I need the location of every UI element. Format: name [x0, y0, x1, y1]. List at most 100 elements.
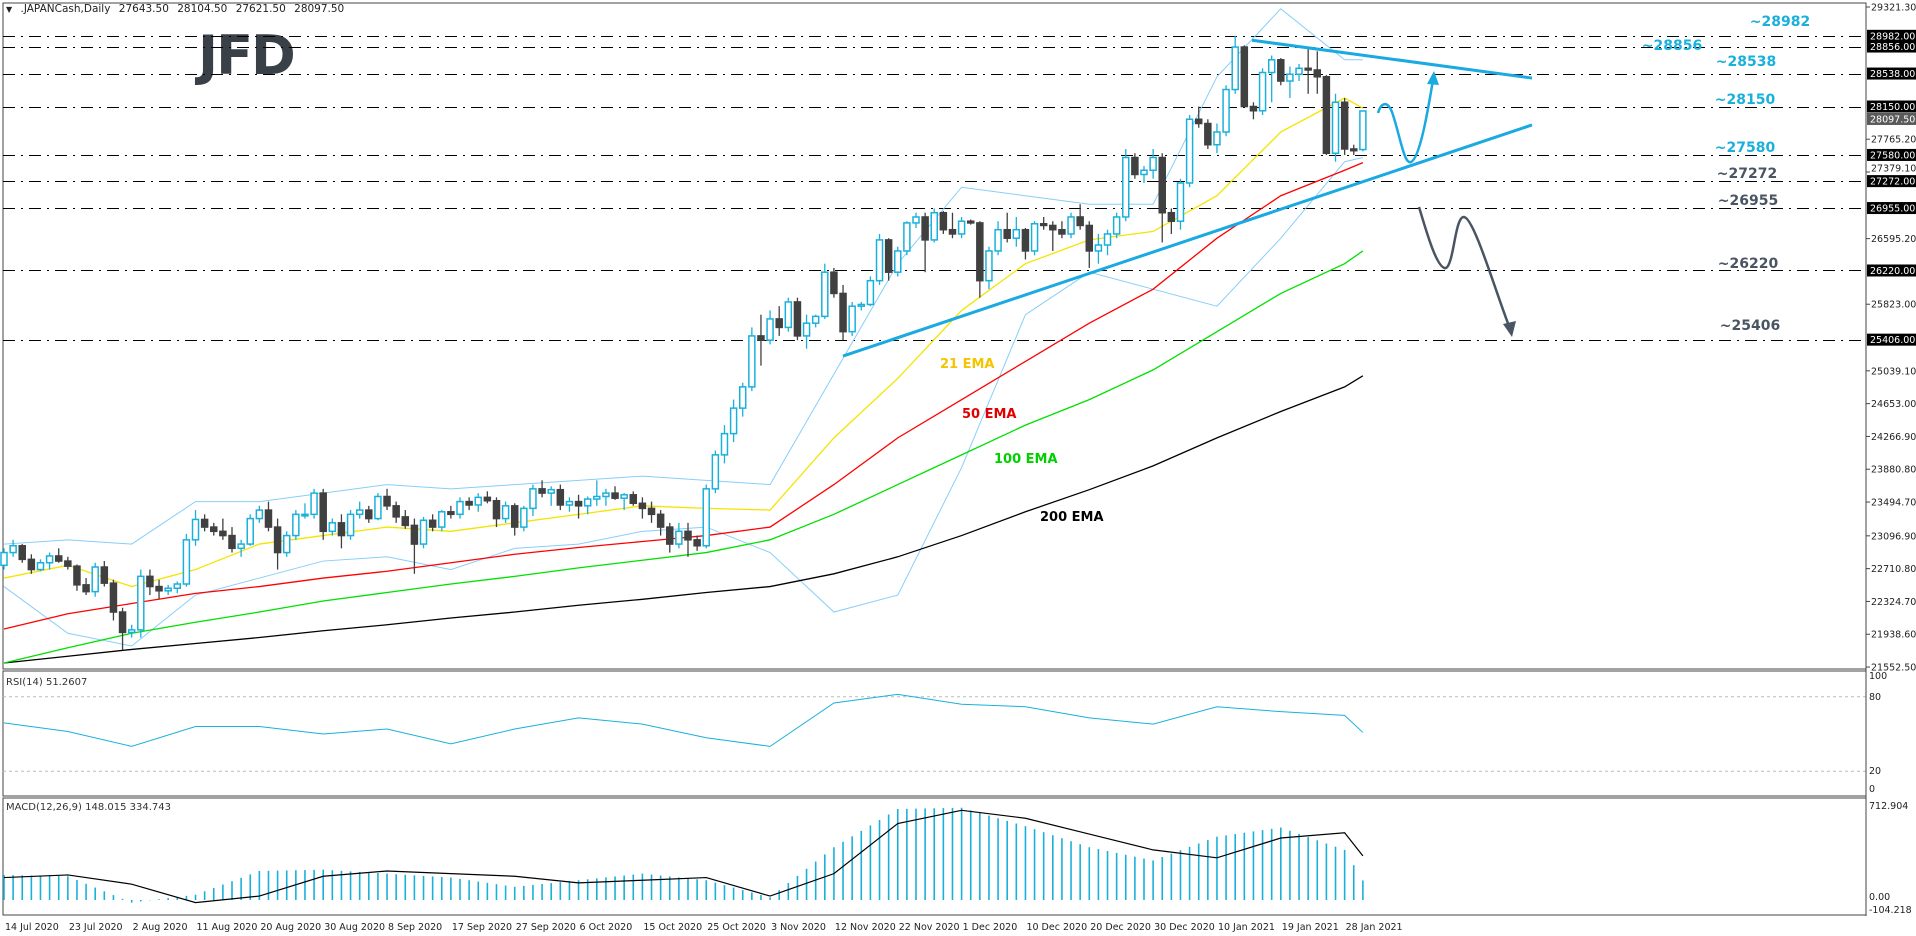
- candle: [611, 486, 619, 500]
- candle-body: [875, 239, 884, 282]
- candle-body: [684, 530, 692, 541]
- level-price-tag-label: 28150.00: [1870, 102, 1915, 113]
- ohlc-close: 28097.50: [294, 3, 345, 15]
- candle-body: [64, 560, 72, 567]
- collapse-arrow-icon[interactable]: ▼: [6, 5, 13, 14]
- candle: [1277, 58, 1285, 86]
- level-price-tag-label: 27580.00: [1870, 150, 1915, 161]
- candle: [693, 535, 701, 551]
- candle-body: [666, 526, 674, 545]
- bollinger-upper-line: [3, 8, 1363, 545]
- candle: [146, 569, 154, 596]
- candle: [374, 493, 382, 521]
- candle: [45, 552, 54, 570]
- candle: [921, 212, 929, 273]
- candle-body: [1213, 131, 1221, 146]
- candle-body: [939, 211, 948, 231]
- date-label: 2 Aug 2020: [133, 922, 188, 933]
- candle-body: [355, 509, 364, 516]
- rsi-label: RSI(14) 51.2607: [6, 677, 87, 688]
- macd-tick-label: -104.218: [1869, 905, 1912, 916]
- candle-body: [237, 543, 245, 550]
- bearish-arrowhead-icon: [1503, 321, 1516, 337]
- candle-body: [27, 558, 36, 571]
- candle-body: [118, 611, 127, 634]
- candle-body: [1039, 223, 1048, 227]
- date-label: 3 Nov 2020: [771, 922, 826, 933]
- candle: [939, 211, 948, 234]
- macd-signal-line: [3, 809, 1364, 904]
- price-tick-label: 22324.70: [1871, 597, 1916, 608]
- date-label: 28 Jan 2021: [1346, 922, 1403, 933]
- candle-body: [100, 566, 109, 584]
- level-label: ~26220: [1718, 256, 1779, 272]
- date-label: 10 Jan 2021: [1218, 922, 1275, 933]
- candle-body: [857, 303, 866, 307]
- ema-50-label: 50 EMA: [962, 407, 1017, 422]
- candle-body: [1222, 88, 1230, 133]
- candle-body: [930, 211, 938, 241]
- candle-body: [529, 488, 537, 510]
- candle-body: [1003, 228, 1011, 239]
- candle: [793, 297, 802, 341]
- level-price-tag-label: 26955.00: [1870, 204, 1915, 215]
- candle: [821, 263, 829, 319]
- date-label: 10 Dec 2020: [1026, 922, 1087, 933]
- price-tick-label: 27379.10: [1871, 164, 1916, 175]
- bearish-scenario-arrow: [1417, 206, 1511, 327]
- main-pane-border: [2, 2, 1867, 670]
- candle-body: [1267, 59, 1276, 74]
- candle-body: [146, 575, 154, 588]
- candle-body: [1012, 228, 1021, 239]
- candle: [428, 514, 437, 532]
- candle-body: [1359, 110, 1367, 151]
- candle-body: [848, 305, 856, 333]
- price-tick-label: 24266.90: [1871, 432, 1916, 443]
- candle-body: [1112, 216, 1121, 235]
- candle: [1313, 51, 1322, 94]
- candle-body: [328, 522, 337, 533]
- candle-body: [638, 502, 647, 510]
- candle: [903, 221, 911, 256]
- candle: [1185, 115, 1194, 188]
- candle-body: [210, 526, 218, 533]
- candle-body: [365, 509, 373, 520]
- candle: [656, 510, 665, 536]
- candle: [1222, 85, 1230, 137]
- candle: [520, 505, 528, 532]
- level-price-tag: [1867, 29, 1916, 42]
- jfd-logo: JFD: [194, 24, 296, 87]
- level-price-tag: [1867, 202, 1916, 215]
- candle: [802, 314, 811, 349]
- chart-header: ▼ .JAPANCash,Daily 27643.50 28104.50 276…: [6, 3, 349, 15]
- candle: [237, 539, 245, 557]
- level-label: ~28982: [1750, 14, 1810, 30]
- level-price-tag-label: 27272.00: [1870, 177, 1915, 188]
- candle-body: [301, 513, 309, 517]
- candle-body: [784, 301, 793, 329]
- candle-body: [921, 216, 929, 241]
- candle-body: [164, 587, 172, 592]
- candle-body: [155, 585, 163, 592]
- candle: [501, 501, 510, 523]
- candle-body: [219, 530, 227, 537]
- candle: [1231, 35, 1239, 94]
- candle: [1267, 55, 1276, 103]
- candle-body: [54, 555, 63, 562]
- candle-body: [994, 228, 1002, 252]
- candle: [1176, 178, 1185, 230]
- candle-body: [1240, 46, 1249, 108]
- macd-label: MACD(12,26,9) 148.015 334.743: [6, 802, 171, 813]
- candle: [365, 505, 373, 523]
- candle: [976, 221, 984, 298]
- candle: [729, 399, 738, 443]
- candle: [775, 306, 783, 336]
- candle: [1012, 216, 1021, 247]
- ohlc-low: 27621.50: [235, 3, 286, 15]
- date-label: 27 Sep 2020: [516, 922, 576, 933]
- ema-100-label: 100 EMA: [994, 452, 1058, 467]
- candle: [54, 548, 63, 563]
- candle: [720, 425, 729, 464]
- candle-body: [18, 545, 26, 561]
